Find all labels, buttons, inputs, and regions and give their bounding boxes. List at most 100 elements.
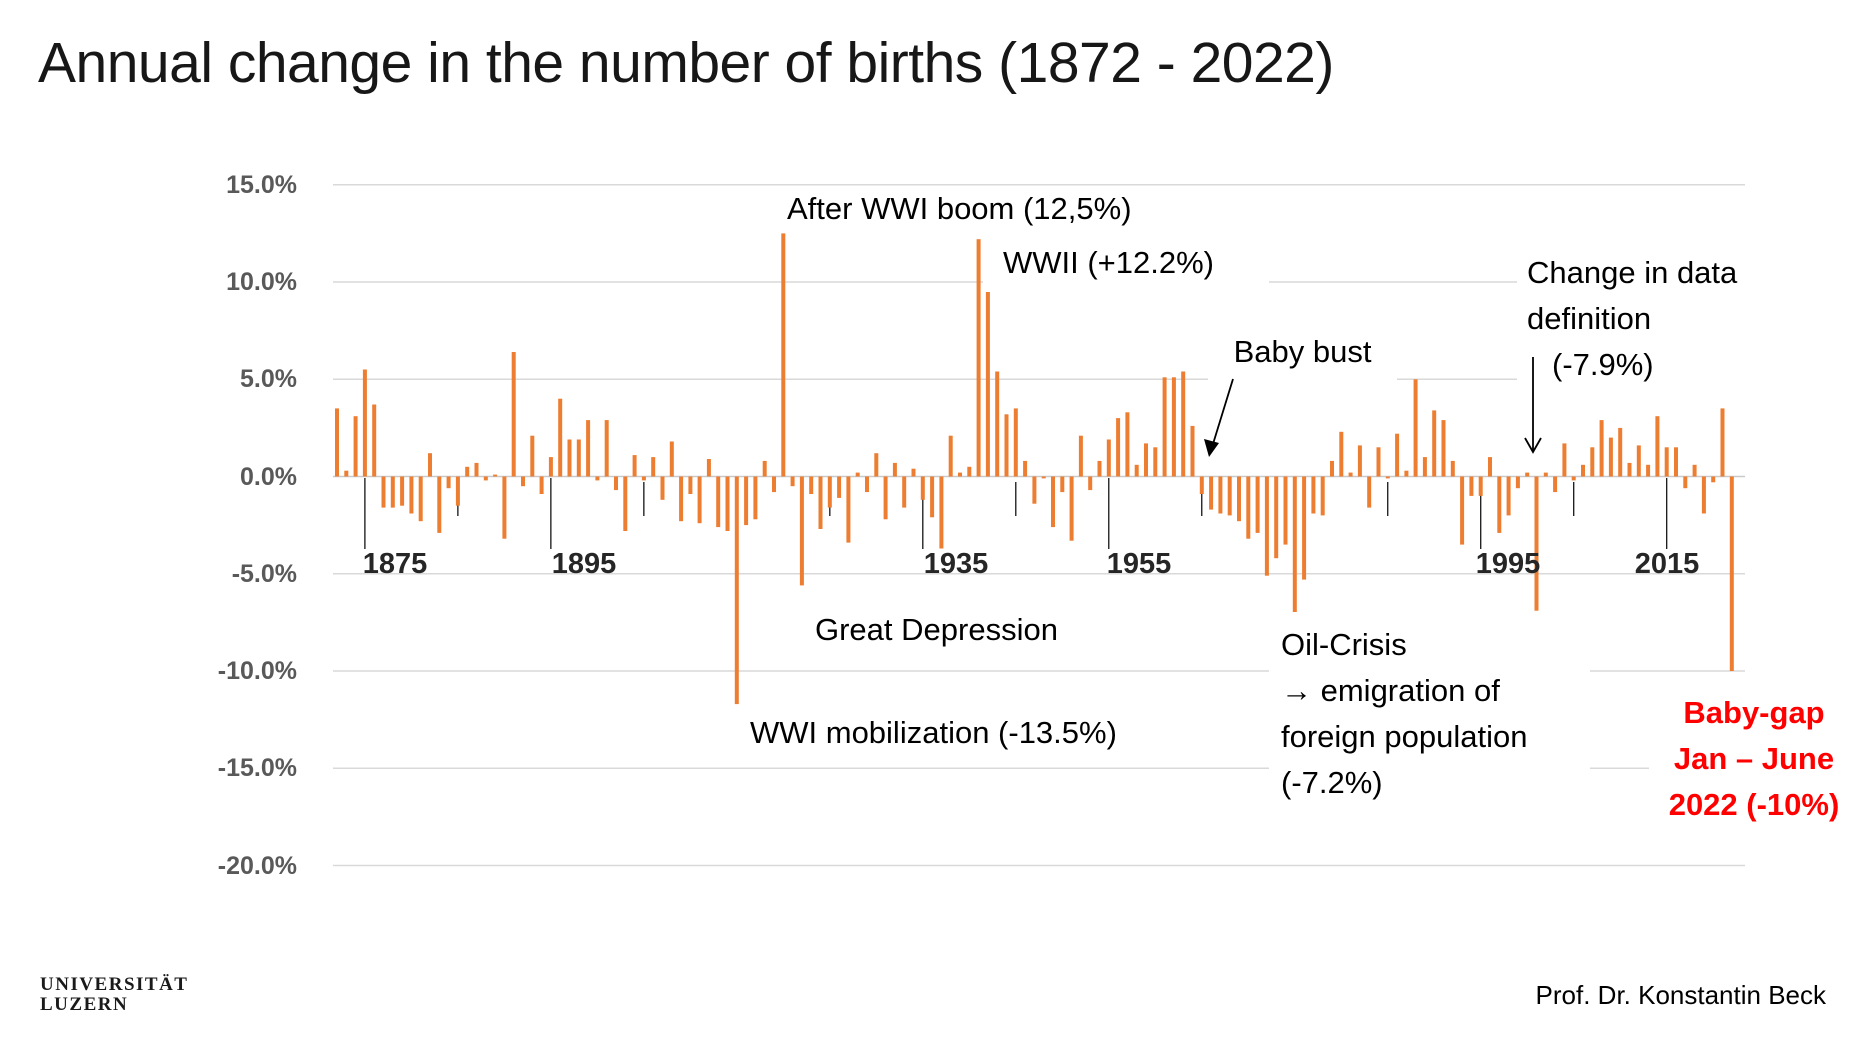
bar-1888 <box>483 476 488 481</box>
bar-1995 <box>1478 476 1483 496</box>
annotation-wwii-label: WWII (+12.2%) <box>1003 245 1215 280</box>
bar-1886 <box>465 466 470 477</box>
bar-2005 <box>1571 476 1576 481</box>
bar-1963 <box>1181 371 1186 477</box>
bar-1985 <box>1385 476 1390 479</box>
bar-2021 <box>1720 408 1725 477</box>
bar-1872 <box>335 408 339 477</box>
bar-1996 <box>1488 457 1492 477</box>
bar-1998 <box>1506 476 1511 516</box>
bar-1978 <box>1320 476 1325 516</box>
bar-1930 <box>874 453 879 477</box>
bar-2007 <box>1590 447 1595 477</box>
bar-1948 <box>1041 476 1046 479</box>
bar-2019 <box>1701 476 1706 514</box>
annotation-change-def-line3: (-7.9%) <box>1552 347 1654 382</box>
bar-1971 <box>1255 476 1260 533</box>
bar-1986 <box>1395 433 1400 477</box>
bar-1999 <box>1515 476 1520 489</box>
bar-1887 <box>474 462 479 477</box>
bar-1921 <box>790 476 795 487</box>
bar-1975 <box>1292 476 1297 615</box>
bar-1874 <box>353 416 358 477</box>
bar-1957 <box>1125 412 1130 477</box>
bar-1893 <box>530 435 535 477</box>
bar-1954 <box>1097 460 1102 477</box>
bar-1882 <box>428 453 432 477</box>
bar-1972 <box>1264 476 1269 576</box>
bar-1965 <box>1199 476 1204 494</box>
bar-1903 <box>623 476 628 531</box>
bar-2001 <box>1534 476 1539 611</box>
bar-1890 <box>502 476 507 539</box>
bar-1922 <box>799 476 804 586</box>
bar-1935 <box>920 476 925 500</box>
bar-1962 <box>1171 377 1176 477</box>
annotation-change-def-line2: definition <box>1527 301 1652 336</box>
annotation-baby-gap: Baby-gap Jan – June 2022 (-10%) <box>1650 684 1858 838</box>
bar-1919 <box>772 476 776 493</box>
bar-1956 <box>1116 418 1121 477</box>
bar-1894 <box>539 476 544 494</box>
bar-1982 <box>1357 445 1362 477</box>
bar-2014 <box>1655 416 1660 477</box>
bar-1932 <box>892 462 897 477</box>
bar-1976 <box>1302 476 1307 580</box>
annotation-oil-crisis-line3: foreign population <box>1281 719 1528 754</box>
bar-1943 <box>995 371 1000 477</box>
annotation-wwii: WWII (+12.2%) <box>985 242 1269 292</box>
bar-1875 <box>362 369 367 477</box>
annotation-baby-gap-line2: Jan – June <box>1673 741 1835 776</box>
annotation-baby-bust: Baby bust <box>1208 328 1397 390</box>
y-axis-label--5.0%: -5.0% <box>231 559 297 588</box>
author-credit: Prof. Dr. Konstantin Beck <box>1535 980 1826 1010</box>
bar-1884 <box>446 476 451 489</box>
bar-2000 <box>1525 472 1530 477</box>
bar-1933 <box>902 476 907 508</box>
bar-1916 <box>744 476 749 526</box>
x-axis-label-1875: 1875 <box>362 548 428 580</box>
bar-1960 <box>1153 447 1158 477</box>
annotation-wwi-mobilization: WWI mobilization (-13.5%) <box>750 714 1117 752</box>
bar-1964 <box>1190 425 1195 477</box>
bar-2004 <box>1562 443 1567 477</box>
annotation-after-wwi-boom-label: After WWI boom (12,5%) <box>787 191 1132 226</box>
x-axis-label-1935: 1935 <box>923 548 989 580</box>
bar-1908 <box>669 441 674 477</box>
bar-1988 <box>1413 379 1418 477</box>
bar-1878 <box>390 476 395 508</box>
bar-1898 <box>576 439 581 477</box>
bar-1902 <box>614 476 618 491</box>
bar-1883 <box>437 476 442 533</box>
annotation-great-depression: Great Depression <box>815 611 1058 649</box>
bar-1877 <box>381 476 386 508</box>
x-axis-label-2015: 2015 <box>1634 548 1700 580</box>
bar-1876 <box>372 404 377 477</box>
annotation-baby-bust-label: Baby bust <box>1233 334 1372 369</box>
bar-1951 <box>1069 476 1074 541</box>
bar-1993 <box>1460 476 1465 545</box>
bar-1940 <box>967 466 972 477</box>
bar-1923 <box>809 476 814 494</box>
bar-1979 <box>1330 460 1334 477</box>
bar-1889 <box>493 474 498 477</box>
bar-1984 <box>1376 447 1381 477</box>
bar-1897 <box>567 439 572 477</box>
bar-1937 <box>939 476 944 549</box>
bar-1966 <box>1209 476 1214 510</box>
annotation-change-def-line1: Change in data <box>1527 255 1738 290</box>
bar-1955 <box>1106 439 1111 477</box>
bar-1881 <box>418 476 423 522</box>
bar-2013 <box>1646 464 1651 477</box>
logo-line1: UNIVERSITÄT <box>40 974 189 995</box>
bar-1906 <box>651 457 656 477</box>
bar-1983 <box>1367 476 1372 508</box>
logo-line2: LUZERN <box>40 994 129 1015</box>
bar-1961 <box>1162 377 1167 477</box>
bar-1959 <box>1144 443 1148 477</box>
bar-1905 <box>641 476 646 481</box>
annotation-oil-crisis-line2: → emigration of <box>1281 673 1500 708</box>
x-axis-label-1995: 1995 <box>1475 548 1541 580</box>
bar-2003 <box>1553 476 1558 493</box>
